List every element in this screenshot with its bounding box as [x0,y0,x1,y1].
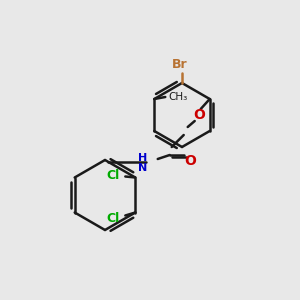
Text: O: O [193,108,205,122]
Text: CH₃: CH₃ [168,92,188,102]
Text: O: O [184,154,196,168]
Text: H
N: H N [139,153,148,172]
Text: Cl: Cl [106,169,119,182]
Text: Cl: Cl [106,212,119,225]
Text: Br: Br [172,58,188,71]
